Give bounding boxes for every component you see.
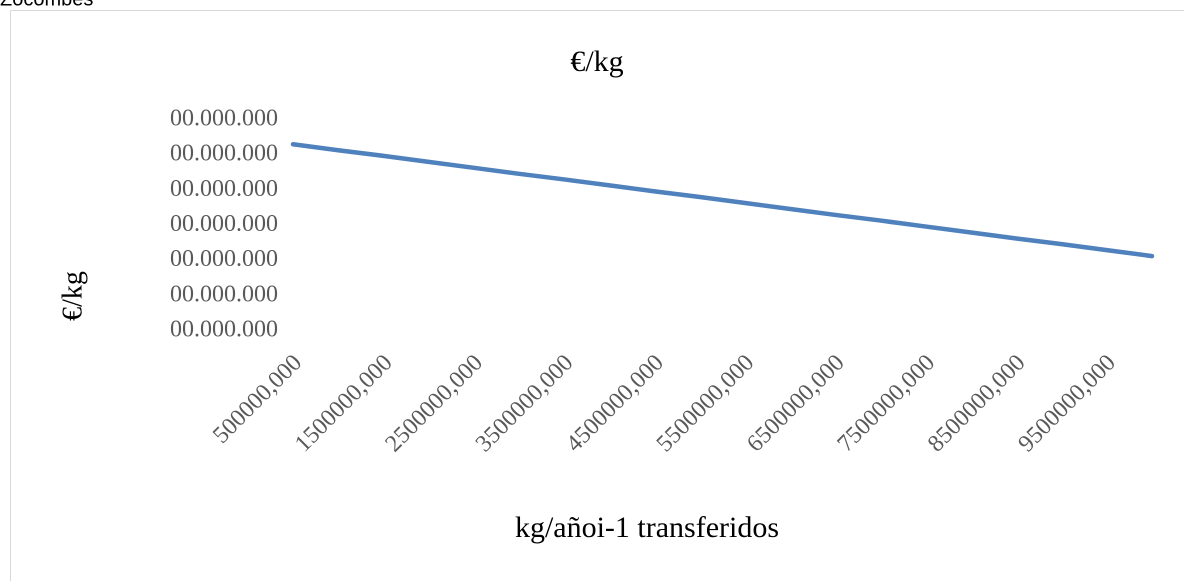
header: Zocombes [0, 0, 93, 10]
x-axis-title: kg/añoi-1 transferidos [515, 511, 779, 544]
y-tick-label: 00.000.000 [170, 211, 278, 237]
y-tick-label: 00.000.000 [170, 141, 278, 167]
chart-frame [10, 10, 1184, 581]
chart-title: €/kg [570, 45, 623, 78]
y-tick-label: 00.000.000 [170, 317, 278, 343]
y-tick-label: 00.000.000 [170, 176, 278, 202]
y-tick-label: 00.000.000 [170, 106, 278, 132]
y-tick-label: 00.000.000 [170, 246, 278, 272]
line-series [290, 142, 1155, 259]
y-axis-title: €/kg [57, 271, 88, 321]
y-tick-label: 00.000.000 [170, 281, 278, 307]
